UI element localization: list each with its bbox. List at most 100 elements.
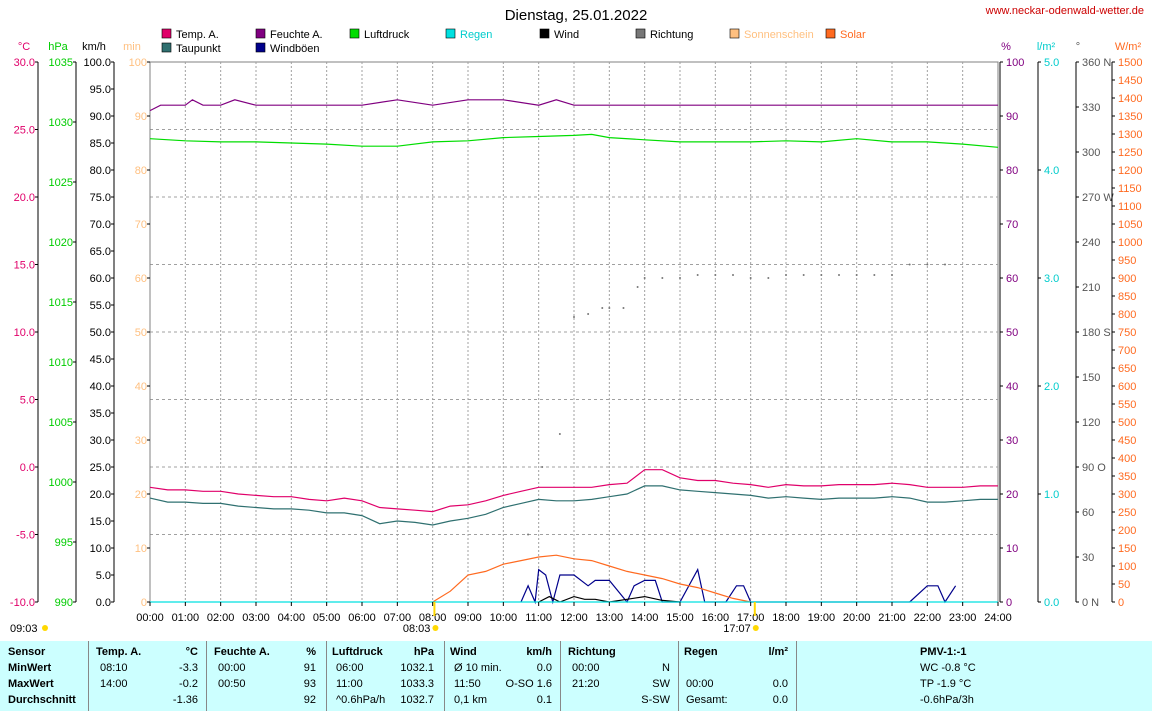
axis-tick-label: 90 (135, 111, 147, 123)
axis-tick-label: 20 (1006, 489, 1018, 501)
axis-tick-label: 1025 (49, 177, 73, 189)
temp-axis: 30.0 25.0 20.0 15.0 10.0 5.0 0.0 -5.0 -10.0 °C (10, 41, 39, 609)
direction-point (926, 263, 929, 266)
axis-tick-label: 1400 (1118, 93, 1142, 105)
axis-tick-label: 1005 (49, 417, 73, 429)
legend-swatch (445, 28, 456, 39)
stats-wind-label: 0,1 km (454, 694, 488, 706)
axis-tick-label: 1.0 (1044, 489, 1059, 501)
x-tick-label: 21:00 (878, 612, 906, 624)
stats-temp-value: -3.3 (179, 662, 198, 674)
legend-swatch (161, 28, 172, 39)
axis-tick-label: 50 (135, 327, 147, 339)
stats-header-temp-unit: °C (185, 646, 198, 658)
axis-tick-label: 1150 (1118, 183, 1142, 195)
solar-axis-unit: W/m² (1115, 41, 1142, 53)
stats-humidity-time: 00:00 (218, 662, 246, 674)
axes: 30.025.020.015.010.05.00.0-5.0-10.0°C103… (10, 41, 1143, 609)
axis-tick-label: 30 (1082, 552, 1094, 564)
axis-tick-label: 100 (1006, 57, 1024, 69)
legend-label: Richtung (650, 29, 693, 41)
axis-tick-label: 3.0 (1044, 273, 1059, 285)
legend-item: Taupunkt (161, 42, 221, 55)
axis-tick-label: 800 (1118, 309, 1136, 321)
direction-point (558, 433, 561, 435)
axis-tick-label: 270 W (1082, 192, 1114, 204)
direction-point (820, 274, 823, 276)
axis-tick-label: 150 (1118, 543, 1136, 555)
axis-tick-label: 5.0 (96, 570, 111, 582)
series-solar (432, 554, 751, 603)
direction-point (767, 277, 770, 279)
axis-tick-label: 360 N (1082, 57, 1111, 69)
axis-tick-label: 1500 (1118, 57, 1142, 69)
stats-direction-value: N (662, 662, 670, 674)
axis-tick-label: 1000 (1118, 237, 1142, 249)
stats-wind-value: 0.0 (536, 662, 552, 674)
axis-tick-label: 650 (1118, 363, 1136, 375)
direction-point (587, 313, 590, 315)
stats-wind-value: 0.1 (536, 694, 552, 706)
direction-point (908, 263, 911, 266)
legend-item: Wind (539, 28, 579, 41)
x-tick-label: 16:00 (702, 612, 730, 624)
legend-label: Sonnenschein (744, 29, 814, 41)
direction-point (785, 274, 787, 276)
axis-tick-label: 70 (135, 219, 147, 231)
stats-rain-value: 0.0 (772, 678, 788, 690)
website-link[interactable]: www.neckar-odenwald-wetter.de (985, 5, 1144, 17)
x-tick-label: 03:00 (242, 612, 270, 624)
series-luftdruck (149, 133, 999, 148)
direction-point (873, 274, 876, 276)
stats-table: Sensor Temp. A. °C Feuchte A.% Luftdruck hPa W… (0, 641, 1152, 711)
legend-item: Regen (445, 28, 492, 41)
axis-tick-label: 300 (1082, 147, 1100, 159)
series-windb-en (520, 567, 957, 605)
axis-tick-label: 400 (1118, 453, 1136, 465)
axis-tick-label: 80.0 (90, 165, 111, 177)
stats-wind-label: 11:50 (454, 678, 481, 690)
axis-tick-label: 50 (1118, 579, 1130, 591)
stats-wind-label: Ø 10 min. (454, 662, 502, 674)
legend-item: Solar (825, 28, 866, 41)
sun-hours-label: 09:03 (10, 623, 38, 635)
rain-axis: 5.0 4.0 3.0 2.0 1.0 0.0 l/m² (1037, 41, 1059, 609)
stats-header-pressure-unit: hPa (413, 646, 434, 658)
axis-tick-label: 330 (1082, 102, 1100, 114)
axis-tick-label: 700 (1118, 345, 1136, 357)
direction-point (891, 274, 893, 276)
stats-pressure-value: 1032.7 (400, 694, 434, 706)
wind-axis: 100.0 95.0 90.0 85.0 80.0 75.0 70.0 65.0 60.0 55.… (82, 41, 115, 609)
axis-tick-label: 1015 (49, 297, 73, 309)
axis-tick-label: 40 (135, 381, 147, 393)
stats-separator (444, 641, 445, 711)
stats-header-direction: Richtung (568, 646, 616, 658)
axis-tick-label: 900 (1118, 273, 1136, 285)
axis-tick-label: 15.0 (90, 516, 111, 528)
sun-icon (432, 625, 439, 631)
stats-header-pmv: PMV-1:-1 (920, 646, 967, 658)
stats-wind-value: O-SO 1.6 (505, 678, 552, 690)
axis-tick-label: 25.0 (90, 462, 111, 474)
x-tick-label: 18:00 (772, 612, 800, 624)
axis-tick-label: 45.0 (90, 354, 111, 366)
axis-tick-label: 2.0 (1044, 381, 1059, 393)
axis-tick-label: 10.0 (90, 543, 111, 555)
direction-point (601, 307, 604, 309)
axis-tick-label: 500 (1118, 417, 1136, 429)
direction-point (855, 274, 858, 276)
stats-separator (560, 641, 561, 711)
legend-swatch (825, 28, 836, 39)
axis-tick-label: -10.0 (10, 597, 35, 609)
axis-tick-label: 15.0 (14, 260, 35, 272)
axis-tick-label: 250 (1118, 507, 1136, 519)
axis-tick-label: 5.0 (1044, 57, 1059, 69)
legend-label: Regen (460, 29, 492, 41)
direction-point (749, 277, 752, 279)
x-tick-label: 14:00 (631, 612, 659, 624)
axis-tick-label: 60.0 (90, 273, 111, 285)
series-taupunkt (149, 485, 998, 526)
axis-tick-label: 75.0 (90, 192, 111, 204)
